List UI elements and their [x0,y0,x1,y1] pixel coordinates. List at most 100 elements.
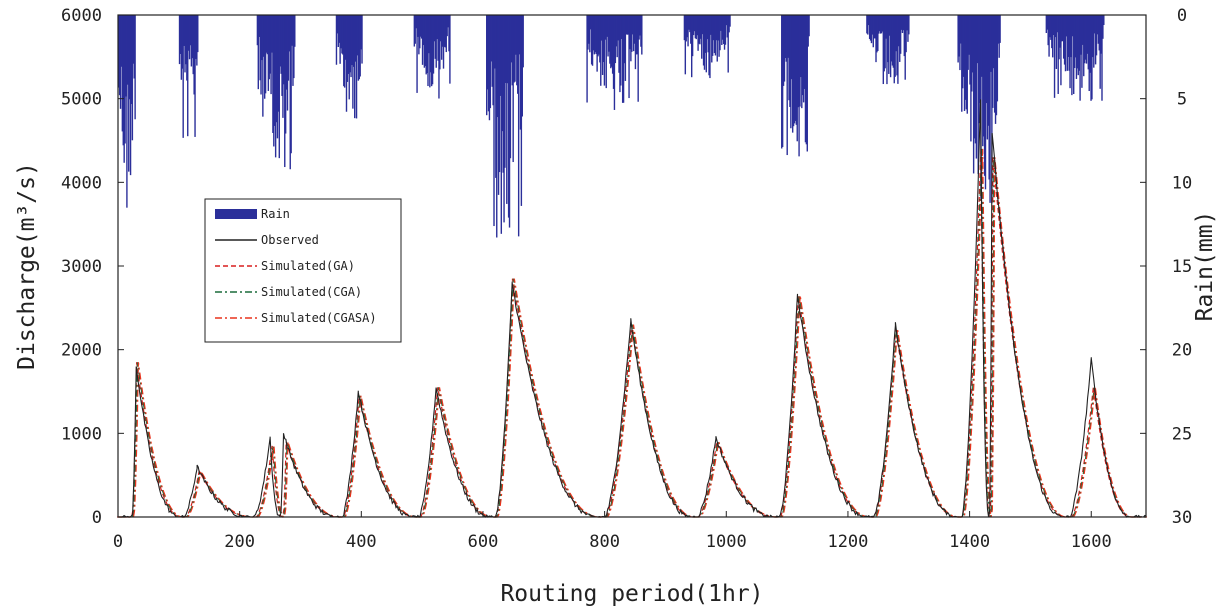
rain-bar [1058,15,1060,60]
rain-bar [994,15,997,124]
rain-bar [613,15,616,110]
rain-bar [274,15,276,126]
rain-bar [611,15,613,67]
rain-bar [596,15,598,72]
rain-bar [621,15,623,40]
rain-bar [1052,15,1055,36]
legend-label: Observed [261,233,319,247]
rain-bar [503,15,505,223]
rain-bar [898,15,900,47]
rain-bar [684,15,687,75]
rain-bar [1099,15,1101,89]
rain-bar [443,15,446,47]
rain-bar [1050,15,1052,40]
rain-bar [800,15,802,78]
rain-bar [590,15,592,30]
y-right-tick-label: 30 [1172,508,1192,528]
rain-bar [889,15,891,36]
rain-bar [608,15,610,52]
rain-bar [897,15,899,84]
rain-bar [340,15,342,49]
series-line-simulated-cgasa [118,148,1147,518]
rain-bar [1073,15,1076,69]
y-right-tick-label: 10 [1172,173,1192,193]
rain-bar [623,15,626,64]
rain-bar [504,15,506,168]
rain-bar [785,15,787,62]
rain-bar [621,15,624,103]
rain-bar [1060,15,1062,86]
rain-bar [186,15,188,81]
rain-bar [119,15,122,109]
rain-bar [1052,15,1054,58]
rain-bar [1053,15,1056,98]
rain-bar [600,15,603,41]
rain-bar [890,15,893,62]
rain-bar [129,15,132,176]
rain-bar [622,15,625,103]
rain-bar [875,15,877,63]
rain-bar [601,15,604,75]
rain-bar [595,15,597,54]
rain-bar [293,15,295,79]
rain-bar [1064,15,1067,72]
rain-bar [995,15,998,116]
rain-bar [729,15,731,27]
rain-bar [888,15,890,74]
rain-bar [441,15,443,60]
rain-bar [180,15,183,80]
rain-bar [486,15,488,116]
rain-bar [336,15,339,34]
rain-bar [287,15,290,81]
rain-bar [1075,15,1078,79]
rain-bar [802,15,805,103]
rain-bar [687,15,689,47]
rain-bar [501,15,503,132]
rain-bar [981,15,983,77]
rain-bar [267,15,270,91]
rain-bar [508,15,511,228]
rain-bar [634,15,637,70]
rain-bar [1097,15,1100,44]
rain-bar [721,15,723,45]
rain-bar [1066,15,1069,71]
rain-bar [586,15,588,103]
rain-bar [804,15,807,143]
rain-bar [1056,15,1058,33]
rain-bar [429,15,431,88]
rain-bar [867,15,869,35]
rain-bar [866,15,868,34]
x-tick-label: 1400 [949,532,990,552]
rain-bar [521,15,523,117]
rain-bar [627,15,629,35]
rain-bar [1090,15,1092,101]
y-axis-left-title: Discharge(m³/s) [14,162,40,370]
rain-bar [590,15,593,65]
rain-bar [705,15,707,73]
rain-bar [355,15,358,119]
rain-bar [191,15,193,59]
rain-bar [640,15,642,47]
rain-bar [893,15,895,84]
rain-bar [702,15,705,66]
rain-bar [274,15,277,158]
rain-bar [901,15,904,34]
rain-bar [876,15,878,53]
rain-bar [889,15,892,78]
rain-bar [900,15,903,30]
rain-bar [886,15,888,85]
rain-bar [725,15,728,26]
rain-bar [279,15,281,67]
rain-bar [359,15,361,77]
rain-bar [878,15,880,34]
rain-bar [121,15,124,132]
rain-bar [791,15,794,133]
rain-bar [1083,15,1085,77]
rain-bar [345,15,348,112]
rain-bar [723,15,726,50]
rain-bar [894,15,896,77]
rain-bar [348,15,350,100]
rain-bar [1081,15,1083,88]
rain-bar [963,15,966,111]
rain-bar [997,15,999,44]
